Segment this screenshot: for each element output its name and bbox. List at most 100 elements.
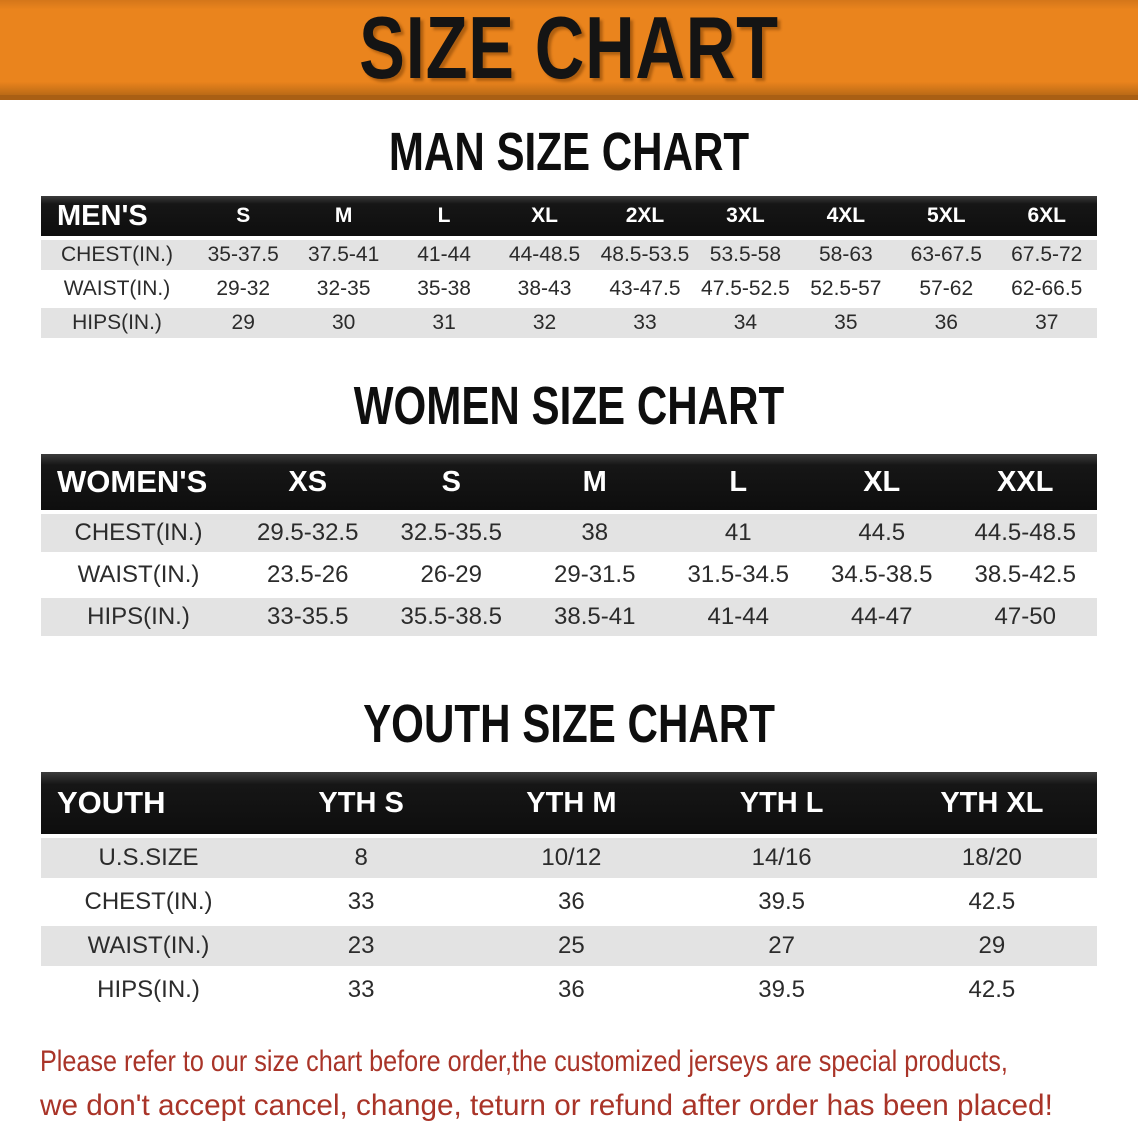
- measurement-value: 34.5-38.5: [810, 556, 954, 594]
- measurement-value: 41-44: [393, 240, 495, 270]
- measurement-value: 37: [996, 308, 1097, 338]
- measurement-value: 23.5-26: [236, 556, 380, 594]
- note-line-2: we don't accept cancel, change, teturn o…: [40, 1089, 1053, 1122]
- size-column-header: 4XL: [795, 196, 897, 236]
- measurement-value: 38.5-41: [523, 598, 667, 636]
- measurement-value: 23: [256, 926, 467, 966]
- size-column-header: YTH M: [466, 772, 677, 834]
- banner-title: SIZE CHART: [359, 0, 779, 97]
- youth-section-title: YOUTH SIZE CHART: [363, 694, 775, 754]
- measurement-row: HIPS(IN.) 33 36 39.5 42.5: [41, 970, 1097, 1010]
- measurement-value: 44-47: [810, 598, 954, 636]
- measurement-value: 39.5: [676, 970, 887, 1010]
- measurement-value: 58-63: [795, 240, 897, 270]
- measurement-value: 31.5-34.5: [666, 556, 810, 594]
- measurement-label: HIPS(IN.): [41, 970, 256, 1010]
- measurement-value: 27: [676, 926, 887, 966]
- note-line-1: Please refer to our size chart before or…: [40, 1045, 1008, 1078]
- measurement-value: 14/16: [676, 838, 887, 878]
- measurement-label: CHEST(IN.): [41, 882, 256, 922]
- women-size-table: WOMEN'S XS S M L XL XXL CHEST(IN.) 29.5-32.5 32.5…: [41, 450, 1097, 640]
- measurement-value: 57-62: [896, 274, 997, 304]
- size-column-header: 2XL: [594, 196, 696, 236]
- measurement-value: 18/20: [886, 838, 1097, 878]
- measurement-value: 44.5-48.5: [953, 514, 1097, 552]
- measurement-value: 42.5: [886, 970, 1097, 1010]
- measurement-value: 35-38: [393, 274, 495, 304]
- measurement-value: 8: [256, 838, 467, 878]
- measurement-row: HIPS(IN.) 33-35.5 35.5-38.5 38.5-41 41-44 44-…: [41, 598, 1097, 636]
- measurement-value: 38: [523, 514, 667, 552]
- size-column-header: YTH S: [256, 772, 467, 834]
- men-size-section: MAN SIZE CHART MEN'S S M L XL 2XL 3XL 4XL 5XL 6XL…: [0, 124, 1138, 342]
- size-header-row: WOMEN'S XS S M L XL XXL: [41, 454, 1097, 510]
- measurement-value: 25: [466, 926, 677, 966]
- table-category-label: WOMEN'S: [41, 454, 236, 510]
- size-column-header: S: [379, 454, 523, 510]
- size-column-header: L: [393, 196, 495, 236]
- measurement-value: 47-50: [953, 598, 1097, 636]
- measurement-value: 44.5: [810, 514, 954, 552]
- measurement-label: CHEST(IN.): [41, 240, 193, 270]
- size-column-header: 3XL: [695, 196, 796, 236]
- measurement-value: 36: [896, 308, 997, 338]
- measurement-value: 26-29: [379, 556, 523, 594]
- measurement-row: U.S.SIZE 8 10/12 14/16 18/20: [41, 838, 1097, 878]
- men-section-title: MAN SIZE CHART: [388, 122, 750, 182]
- measurement-value: 38-43: [494, 274, 595, 304]
- measurement-value: 35-37.5: [193, 240, 294, 270]
- measurement-value: 32: [494, 308, 595, 338]
- measurement-value: 33-35.5: [236, 598, 380, 636]
- size-column-header: M: [523, 454, 667, 510]
- measurement-value: 35: [795, 308, 897, 338]
- measurement-value: 30: [293, 308, 394, 338]
- measurement-label: WAIST(IN.): [41, 926, 256, 966]
- size-column-header: S: [193, 196, 294, 236]
- measurement-value: 10/12: [466, 838, 677, 878]
- measurement-value: 34: [695, 308, 796, 338]
- measurement-value: 29-32: [193, 274, 294, 304]
- measurement-value: 37.5-41: [293, 240, 394, 270]
- measurement-value: 41: [666, 514, 810, 552]
- table-category-label: YOUTH: [41, 772, 256, 834]
- measurement-row: HIPS(IN.) 29 30 31 32 33 34 35 36 37: [41, 308, 1097, 338]
- measurement-value: 63-67.5: [896, 240, 997, 270]
- measurement-value: 36: [466, 882, 677, 922]
- measurement-value: 29.5-32.5: [236, 514, 380, 552]
- measurement-value: 42.5: [886, 882, 1097, 922]
- measurement-value: 39.5: [676, 882, 887, 922]
- measurement-value: 44-48.5: [494, 240, 595, 270]
- measurement-value: 53.5-58: [695, 240, 796, 270]
- measurement-label: U.S.SIZE: [41, 838, 256, 878]
- measurement-value: 48.5-53.5: [594, 240, 696, 270]
- measurement-value: 47.5-52.5: [695, 274, 796, 304]
- measurement-row: WAIST(IN.) 23.5-26 26-29 29-31.5 31.5-34.5 34…: [41, 556, 1097, 594]
- size-column-header: YTH XL: [886, 772, 1097, 834]
- size-column-header: L: [666, 454, 810, 510]
- measurement-value: 29: [193, 308, 294, 338]
- women-section-title: WOMEN SIZE CHART: [353, 376, 785, 436]
- order-policy-note: Please refer to our size chart before or…: [40, 1040, 1138, 1128]
- size-chart-banner: SIZE CHART: [0, 0, 1138, 100]
- measurement-value: 38.5-42.5: [953, 556, 1097, 594]
- measurement-value: 32-35: [293, 274, 394, 304]
- measurement-value: 33: [594, 308, 696, 338]
- measurement-value: 29: [886, 926, 1097, 966]
- measurement-value: 32.5-35.5: [379, 514, 523, 552]
- measurement-label: WAIST(IN.): [41, 556, 236, 594]
- youth-size-table: YOUTH YTH S YTH M YTH L YTH XL U.S.SIZE 8 10/12…: [41, 768, 1097, 1014]
- size-column-header: XS: [236, 454, 380, 510]
- measurement-label: HIPS(IN.): [41, 598, 236, 636]
- size-column-header: 6XL: [996, 196, 1097, 236]
- size-column-header: XXL: [953, 454, 1097, 510]
- men-size-table: MEN'S S M L XL 2XL 3XL 4XL 5XL 6XL CHEST(IN.) 35-37…: [41, 192, 1097, 342]
- measurement-label: CHEST(IN.): [41, 514, 236, 552]
- measurement-value: 33: [256, 970, 467, 1010]
- table-category-label: MEN'S: [41, 196, 193, 236]
- size-column-header: YTH L: [676, 772, 887, 834]
- measurement-value: 67.5-72: [996, 240, 1097, 270]
- measurement-row: CHEST(IN.) 35-37.5 37.5-41 41-44 44-48.5 48.5…: [41, 240, 1097, 270]
- size-column-header: XL: [494, 196, 595, 236]
- size-column-header: 5XL: [896, 196, 997, 236]
